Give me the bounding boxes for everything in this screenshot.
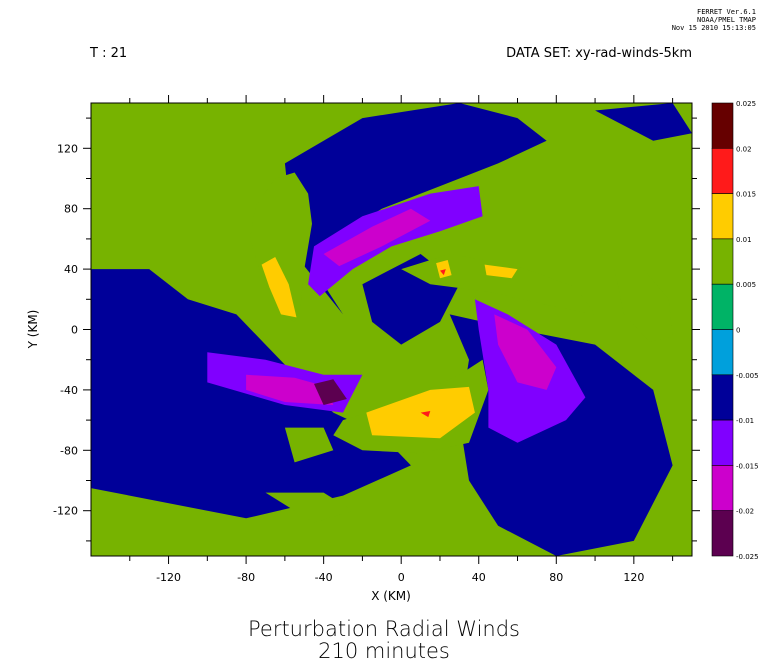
- x-tick-label: -40: [315, 571, 333, 584]
- contour-region: [284, 427, 334, 463]
- colorbar-label: -0.015: [736, 462, 759, 470]
- contour-region: [366, 386, 475, 439]
- contour-region: [246, 374, 334, 405]
- colorbar-label: 0.025: [736, 100, 756, 108]
- colorbar-band: [711, 374, 734, 421]
- y-tick-label: -80: [60, 444, 78, 457]
- colorbar-band: [711, 283, 734, 330]
- contour-region: [314, 379, 347, 405]
- x-tick-label: 0: [398, 571, 405, 584]
- colorbar-label: 0: [736, 327, 740, 335]
- title-line: 210 minutes: [318, 639, 450, 663]
- title-line: Perturbation Radial Winds: [247, 617, 520, 641]
- contour-region: [420, 411, 431, 418]
- x-tick-label: 40: [472, 571, 486, 584]
- colorbar-band: [711, 238, 734, 285]
- x-tick-label: -80: [237, 571, 255, 584]
- colorbar-band: [711, 510, 734, 557]
- y-tick-label: 120: [57, 142, 78, 155]
- contour-region: [484, 264, 518, 279]
- contour-region: [494, 314, 557, 390]
- colorbar-band: [711, 148, 734, 194]
- contour-region: [323, 208, 431, 267]
- plot-title: Perturbation Radial Winds 210 minutes: [0, 618, 768, 662]
- y-axis-label: Y (KM): [26, 310, 40, 350]
- stamp-line: NOAA/PMEL TMAP: [696, 16, 756, 24]
- y-tick-label: 80: [64, 203, 78, 216]
- contour-region: [436, 260, 452, 279]
- colorbar-label: 0.015: [736, 191, 756, 199]
- colorbar-label: -0.005: [736, 372, 759, 380]
- y-tick-label: -120: [53, 505, 78, 518]
- contour-region: [440, 269, 446, 276]
- axes: -120 -80 -40 0 40 80 120 120 80 40 0 -40 -80 -120: [53, 95, 700, 584]
- contour-region: [308, 186, 483, 297]
- colorbar-label: -0.025: [736, 553, 759, 561]
- y-tick-label: 40: [64, 263, 78, 276]
- colorbar-band: [711, 102, 734, 149]
- contour-region: [261, 257, 297, 318]
- colorbar-label: 0.02: [736, 145, 752, 153]
- contour-region: [614, 269, 673, 342]
- contour-region: [284, 103, 547, 315]
- colorbar-label: 0.01: [736, 236, 752, 244]
- colorbar-label: 0.005: [736, 281, 756, 289]
- x-tick-label: -120: [156, 571, 181, 584]
- contour-region: [250, 172, 312, 322]
- stamp-line: Nov 15 2010 15:13:05: [671, 24, 756, 32]
- contour-region: [595, 103, 692, 141]
- colorbar: 0.025 0.02 0.015 0.01 0.005 0 -0.005 -0.01 -0.01…: [711, 100, 759, 561]
- colorbar-band: [711, 419, 734, 466]
- colorbar-label: -0.01: [736, 417, 754, 425]
- colorbar-band: [711, 193, 734, 240]
- colorbar-label: -0.02: [736, 508, 754, 516]
- contour-field: [91, 103, 692, 556]
- x-axis-label: X (KM): [371, 589, 411, 603]
- stamp-line: FERRET Ver.6.1: [696, 8, 756, 16]
- contour-region: [265, 492, 353, 523]
- x-tick-label: 80: [549, 571, 563, 584]
- time-step-label: T : 21: [90, 46, 128, 61]
- y-tick-label: 0: [71, 324, 78, 337]
- colorbar-band: [711, 465, 734, 511]
- ferret-stamp: FERRET Ver.6.1 NOAA/PMEL TMAP Nov 15 201…: [616, 8, 756, 32]
- colorbar-band: [711, 329, 734, 376]
- dataset-label: DATA SET: xy-rad-winds-5km: [506, 46, 692, 61]
- y-tick-label: -40: [60, 384, 78, 397]
- x-tick-label: 120: [623, 571, 644, 584]
